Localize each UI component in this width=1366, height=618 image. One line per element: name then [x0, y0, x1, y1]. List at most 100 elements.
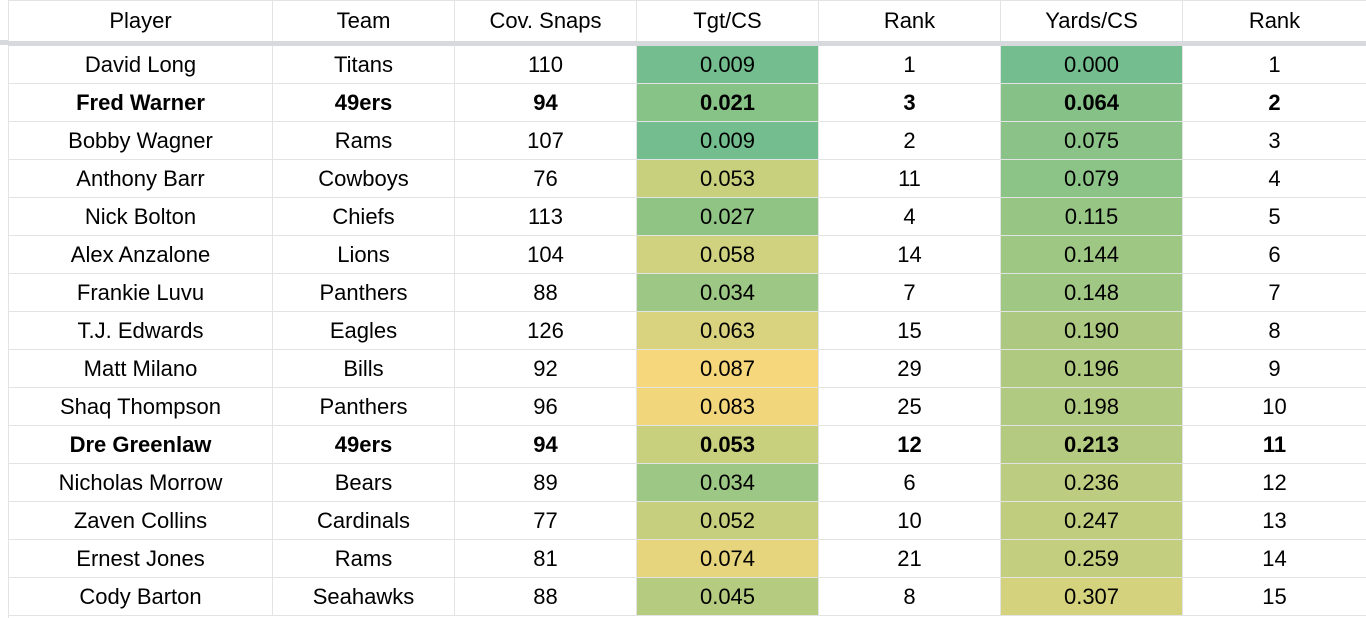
- cell-player[interactable]: Nicholas Morrow: [8, 463, 273, 502]
- cell-cov-snaps[interactable]: 88: [454, 577, 637, 616]
- cell-team[interactable]: Rams: [272, 121, 455, 160]
- cell-yds-rank[interactable]: 15: [1182, 577, 1366, 616]
- cell-tgt-rank[interactable]: 7: [818, 273, 1001, 312]
- cell-cov-snaps[interactable]: 76: [454, 159, 637, 198]
- cell-player[interactable]: Bobby Wagner: [8, 121, 273, 160]
- cell-player[interactable]: Zaven Collins: [8, 501, 273, 540]
- cell-tgt-cs[interactable]: 0.083: [636, 387, 819, 426]
- cell-yards-cs[interactable]: 0.148: [1000, 273, 1183, 312]
- cell-tgt-cs[interactable]: 0.074: [636, 539, 819, 578]
- cell-yards-cs[interactable]: 0.115: [1000, 197, 1183, 236]
- cell-cov-snaps[interactable]: 77: [454, 501, 637, 540]
- cell-tgt-cs[interactable]: 0.058: [636, 235, 819, 274]
- cell-yards-cs[interactable]: 0.190: [1000, 311, 1183, 350]
- cell-player[interactable]: Alex Anzalone: [8, 235, 273, 274]
- cell-player[interactable]: T.J. Edwards: [8, 311, 273, 350]
- cell-player[interactable]: Anthony Barr: [8, 159, 273, 198]
- cell-yds-rank[interactable]: 10: [1182, 387, 1366, 426]
- cell-team[interactable]: Chiefs: [272, 197, 455, 236]
- cell-tgt-cs[interactable]: 0.053: [636, 159, 819, 198]
- cell-tgt-cs[interactable]: 0.034: [636, 273, 819, 312]
- cell-yds-rank[interactable]: 3: [1182, 121, 1366, 160]
- cell-tgt-rank[interactable]: 2: [818, 121, 1001, 160]
- cell-player[interactable]: Dre Greenlaw: [8, 425, 273, 464]
- cell-yds-rank[interactable]: 13: [1182, 501, 1366, 540]
- cell-cov-snaps[interactable]: 96: [454, 387, 637, 426]
- cell-tgt-cs[interactable]: 0.053: [636, 425, 819, 464]
- cell-team[interactable]: Cowboys: [272, 159, 455, 198]
- cell-yards-cs[interactable]: 0.144: [1000, 235, 1183, 274]
- cell-tgt-rank[interactable]: 12: [818, 425, 1001, 464]
- cell-yds-rank[interactable]: 12: [1182, 463, 1366, 502]
- cell-player[interactable]: Ernest Jones: [8, 539, 273, 578]
- cell-tgt-rank[interactable]: 25: [818, 387, 1001, 426]
- cell-team[interactable]: Rams: [272, 539, 455, 578]
- cell-yards-cs[interactable]: 0.247: [1000, 501, 1183, 540]
- header-tgt-cs[interactable]: Tgt/CS: [636, 0, 819, 46]
- cell-yds-rank[interactable]: 7: [1182, 273, 1366, 312]
- cell-cov-snaps[interactable]: 110: [454, 43, 637, 84]
- cell-yards-cs[interactable]: 0.213: [1000, 425, 1183, 464]
- cell-tgt-rank[interactable]: 15: [818, 311, 1001, 350]
- cell-player[interactable]: Shaq Thompson: [8, 387, 273, 426]
- cell-yards-cs[interactable]: 0.064: [1000, 83, 1183, 122]
- cell-tgt-rank[interactable]: 6: [818, 463, 1001, 502]
- cell-tgt-cs[interactable]: 0.052: [636, 501, 819, 540]
- cell-yds-rank[interactable]: 9: [1182, 349, 1366, 388]
- cell-cov-snaps[interactable]: 104: [454, 235, 637, 274]
- cell-player[interactable]: Matt Milano: [8, 349, 273, 388]
- cell-team[interactable]: 49ers: [272, 425, 455, 464]
- cell-player[interactable]: Fred Warner: [8, 83, 273, 122]
- cell-yards-cs[interactable]: 0.259: [1000, 539, 1183, 578]
- cell-yards-cs[interactable]: 0.075: [1000, 121, 1183, 160]
- cell-yds-rank[interactable]: 8: [1182, 311, 1366, 350]
- cell-tgt-rank[interactable]: 10: [818, 501, 1001, 540]
- cell-tgt-cs[interactable]: 0.009: [636, 121, 819, 160]
- cell-team[interactable]: Lions: [272, 235, 455, 274]
- cell-team[interactable]: Eagles: [272, 311, 455, 350]
- cell-cov-snaps[interactable]: 89: [454, 463, 637, 502]
- cell-cov-snaps[interactable]: 88: [454, 273, 637, 312]
- cell-tgt-rank[interactable]: 11: [818, 159, 1001, 198]
- header-yards-cs[interactable]: Yards/CS: [1000, 0, 1183, 46]
- cell-cov-snaps[interactable]: 81: [454, 539, 637, 578]
- cell-team[interactable]: Titans: [272, 43, 455, 84]
- cell-yds-rank[interactable]: 2: [1182, 83, 1366, 122]
- header-tgt-rank[interactable]: Rank: [818, 0, 1001, 46]
- header-player[interactable]: Player: [8, 0, 273, 46]
- cell-cov-snaps[interactable]: 113: [454, 197, 637, 236]
- cell-yards-cs[interactable]: 0.196: [1000, 349, 1183, 388]
- cell-team[interactable]: Seahawks: [272, 577, 455, 616]
- cell-cov-snaps[interactable]: 107: [454, 121, 637, 160]
- header-team[interactable]: Team: [272, 0, 455, 46]
- cell-tgt-rank[interactable]: 14: [818, 235, 1001, 274]
- cell-tgt-cs[interactable]: 0.021: [636, 83, 819, 122]
- cell-tgt-rank[interactable]: 8: [818, 577, 1001, 616]
- cell-yards-cs[interactable]: 0.198: [1000, 387, 1183, 426]
- cell-team[interactable]: Cardinals: [272, 501, 455, 540]
- cell-player[interactable]: Frankie Luvu: [8, 273, 273, 312]
- header-cov-snaps[interactable]: Cov. Snaps: [454, 0, 637, 46]
- cell-tgt-cs[interactable]: 0.009: [636, 43, 819, 84]
- cell-team[interactable]: Panthers: [272, 387, 455, 426]
- cell-yds-rank[interactable]: 1: [1182, 43, 1366, 84]
- cell-yards-cs[interactable]: 0.079: [1000, 159, 1183, 198]
- cell-tgt-rank[interactable]: 21: [818, 539, 1001, 578]
- cell-player[interactable]: Nick Bolton: [8, 197, 273, 236]
- cell-tgt-rank[interactable]: 4: [818, 197, 1001, 236]
- cell-cov-snaps[interactable]: 94: [454, 83, 637, 122]
- cell-cov-snaps[interactable]: 94: [454, 425, 637, 464]
- cell-tgt-cs[interactable]: 0.034: [636, 463, 819, 502]
- cell-team[interactable]: 49ers: [272, 83, 455, 122]
- cell-tgt-rank[interactable]: 3: [818, 83, 1001, 122]
- cell-yds-rank[interactable]: 5: [1182, 197, 1366, 236]
- cell-team[interactable]: Bears: [272, 463, 455, 502]
- cell-yds-rank[interactable]: 14: [1182, 539, 1366, 578]
- cell-tgt-cs[interactable]: 0.063: [636, 311, 819, 350]
- cell-yds-rank[interactable]: 6: [1182, 235, 1366, 274]
- cell-cov-snaps[interactable]: 92: [454, 349, 637, 388]
- cell-yards-cs[interactable]: 0.307: [1000, 577, 1183, 616]
- header-yds-rank[interactable]: Rank: [1182, 0, 1366, 46]
- cell-tgt-rank[interactable]: 29: [818, 349, 1001, 388]
- cell-team[interactable]: Bills: [272, 349, 455, 388]
